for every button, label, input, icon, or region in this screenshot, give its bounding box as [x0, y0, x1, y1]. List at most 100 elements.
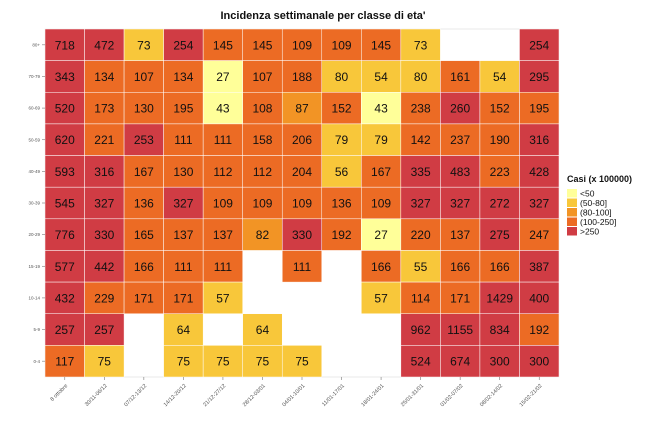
heatmap-cell [44, 250, 85, 283]
cell-value-label: 43 [216, 102, 230, 116]
cell-value-label: 80 [414, 70, 428, 84]
x-tick-label: 25/01-31/01 [400, 383, 425, 408]
cell-value-label: 64 [177, 323, 191, 337]
cell-value-label: 188 [292, 70, 312, 84]
heatmap-cells: 718 472 73 254 145 145 109 109 145 73 254 343 134 107… [44, 28, 560, 378]
cell-value-label: 428 [529, 165, 549, 179]
cell-value-label: 195 [529, 102, 549, 116]
heatmap-cell [242, 345, 283, 378]
heatmap-cell [361, 28, 402, 61]
heatmap-cell [242, 92, 283, 125]
x-tick-label: 04/01-10/01 [281, 383, 306, 408]
heatmap-cell [400, 281, 441, 314]
cell-value-label: 316 [94, 165, 114, 179]
heatmap-cell [242, 60, 283, 93]
cell-value-label: 432 [55, 291, 75, 305]
cell-value-label: 257 [55, 323, 75, 337]
cell-value-label: 75 [256, 355, 270, 369]
cell-value-label: 145 [252, 38, 272, 52]
y-tick-label: 70-79 [28, 74, 40, 79]
cell-value-label: 43 [374, 102, 388, 116]
cell-value-label: 111 [214, 133, 233, 147]
cell-value-label: 206 [292, 133, 312, 147]
heatmap-cell [519, 281, 560, 314]
heatmap-cell [321, 218, 362, 251]
heatmap-cell [84, 123, 125, 156]
cell-value-label: 109 [292, 197, 312, 211]
heatmap-cell [519, 345, 560, 378]
heatmap-cell [202, 281, 243, 314]
heatmap-cell [440, 155, 481, 188]
legend-label: >250 [580, 227, 599, 237]
heatmap-cell [202, 218, 243, 251]
cell-value-label: 114 [411, 291, 430, 305]
x-tick-label: 18/01-24/01 [360, 383, 385, 408]
cell-value-label: 237 [450, 133, 470, 147]
heatmap-cell [321, 123, 362, 156]
cell-value-label: 327 [529, 197, 549, 211]
chart-title: Incidenza settimanale per classe di eta' [221, 10, 426, 22]
legend-swatch [567, 227, 577, 236]
cell-value-label: 195 [173, 102, 193, 116]
heatmap-cell [519, 60, 560, 93]
y-tick-label: 20-29 [28, 232, 40, 237]
cell-value-label: 112 [213, 165, 232, 179]
heatmap-cell [44, 345, 85, 378]
heatmap-cell [281, 218, 323, 251]
heatmap-cell [123, 92, 164, 125]
heatmap-cell [281, 92, 323, 125]
heatmap-cell [123, 186, 164, 220]
legend-swatch [567, 208, 577, 217]
cell-value-label: 75 [216, 355, 230, 369]
cell-value-label: 166 [134, 260, 154, 274]
cell-value-label: 54 [493, 70, 507, 84]
cell-value-label: 330 [94, 228, 114, 242]
heatmap-cell [361, 123, 402, 156]
cell-value-label: 327 [94, 197, 114, 211]
heatmap-cell [400, 186, 441, 220]
cell-value-label: 387 [529, 260, 549, 274]
heatmap-cell [519, 28, 560, 61]
heatmap-cell [281, 28, 323, 61]
x-tick-label: 15/02-21/02 [519, 383, 544, 408]
cell-value-label: 300 [490, 355, 510, 369]
cell-value-label: 620 [55, 133, 75, 147]
heatmap-cell [202, 186, 243, 220]
cell-value-label: 343 [55, 70, 75, 84]
legend-title: Casi (x 100000) [567, 174, 632, 184]
x-tick-label: 30/11-06/12 [84, 383, 109, 408]
heatmap-cell [44, 313, 85, 346]
cell-value-label: 87 [295, 102, 309, 116]
cell-value-label: 472 [94, 38, 114, 52]
cell-value-label: 204 [292, 165, 312, 179]
heatmap-cell [84, 345, 125, 378]
heatmap-cell [440, 92, 481, 125]
heatmap-cell [321, 28, 362, 61]
cell-value-label: 137 [173, 228, 193, 242]
cell-value-label: 190 [490, 133, 510, 147]
cell-value-label: 145 [371, 38, 391, 52]
heatmap-cell [400, 60, 441, 93]
cell-value-label: 55 [414, 260, 428, 274]
x-tick-label: 21/12-27/12 [202, 383, 227, 408]
cell-value-label: 54 [374, 70, 388, 84]
cell-value-label: 335 [411, 165, 431, 179]
heatmap-cell [519, 313, 560, 346]
cell-value-label: 137 [450, 228, 470, 242]
heatmap-cell [202, 92, 243, 125]
heatmap-cell [242, 155, 283, 188]
legend-label: (50-80] [580, 198, 607, 208]
cell-value-label: 130 [173, 165, 193, 179]
cell-value-label: 79 [374, 133, 388, 147]
heatmap-cell [242, 313, 283, 346]
cell-value-label: 220 [411, 228, 431, 242]
cell-value-label: 165 [134, 228, 154, 242]
cell-value-label: 107 [134, 70, 154, 84]
cell-value-label: 223 [490, 165, 510, 179]
heatmap-cell [84, 60, 125, 93]
heatmap-cell [163, 186, 204, 220]
heatmap-cell [202, 155, 243, 188]
cell-value-label: 136 [332, 197, 352, 211]
heatmap-cell [440, 123, 481, 156]
